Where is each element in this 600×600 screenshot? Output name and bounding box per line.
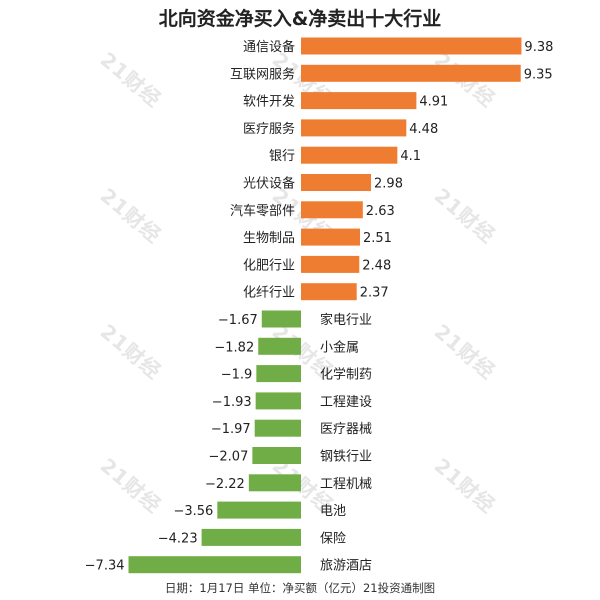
bar-negative [261,310,301,328]
category-label: 钢铁行业 [320,450,372,465]
value-label: 2.48 [362,258,391,273]
category-label: 电池 [320,504,346,519]
bar-positive [301,64,521,82]
value-label: 9.38 [524,40,553,55]
category-label: 医疗器械 [320,422,372,437]
category-label: 汽车零部件 [230,203,295,219]
category-label: 软件开发 [243,94,295,110]
bar-positive [301,174,372,191]
category-label: 小金属 [320,339,359,355]
value-label: −4.23 [158,531,198,546]
category-label: 工程机械 [320,477,372,492]
value-label: 2.37 [360,286,389,301]
value-label: 4.91 [419,95,448,110]
bar-negative [128,556,301,574]
bar-positive [301,146,398,164]
bar-negative [256,365,301,383]
value-label: −2.22 [205,477,245,492]
value-label: −1.93 [212,395,252,410]
value-label: 2.98 [374,177,403,192]
value-label: −1.82 [214,340,254,355]
value-label: −2.07 [209,450,249,465]
bar-negative [217,501,301,519]
category-label: 互联网服务 [230,66,295,82]
value-label: 4.1 [400,149,421,164]
category-label: 化肥行业 [243,258,295,273]
bar-negative [248,474,301,492]
bar-positive [301,255,360,273]
bar-positive [301,201,363,219]
chart-title: 北向资金净买入&净卖出十大行业 [158,8,442,30]
value-label: 4.48 [409,122,438,137]
value-label: 9.35 [524,67,553,82]
category-label: 医疗服务 [243,121,295,137]
value-label: −7.34 [85,559,125,574]
value-label: −1.67 [218,313,258,328]
category-label: 银行 [269,149,295,164]
bar-negative [258,337,301,355]
value-label: −1.9 [221,368,253,383]
bar-positive [301,92,417,110]
category-label: 化纤行业 [243,286,295,301]
category-label: 化学制药 [320,367,372,383]
category-label: 生物制品 [243,231,295,246]
category-label: 旅游酒店 [320,559,372,574]
bar-negative [252,447,301,464]
value-label: 2.63 [366,204,395,219]
category-label: 通信设备 [243,39,295,55]
bar-negative [255,392,301,410]
bar-negative [201,528,301,546]
chart-footer: 日期：1月17日 单位：净买额（亿元）21投资通制图 [164,581,436,595]
value-label: −3.56 [173,504,213,519]
category-label: 工程建设 [320,395,372,410]
bar-negative [254,419,301,437]
value-label: −1.97 [211,422,251,437]
bar-positive [301,37,522,55]
bar-positive [301,283,357,301]
value-label: 2.51 [363,231,392,246]
category-label: 保险 [320,531,346,546]
category-label: 光伏设备 [243,176,295,192]
category-label: 家电行业 [320,312,372,328]
bar-positive [301,228,360,246]
bar-positive [301,119,407,137]
